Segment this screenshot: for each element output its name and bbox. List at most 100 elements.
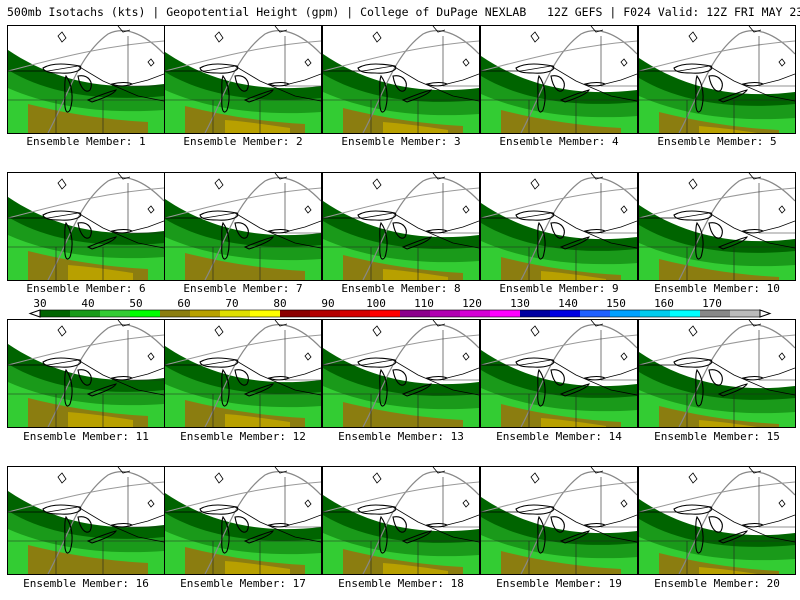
colorbar-segment [430,310,461,317]
ensemble-map-panel [7,319,165,428]
lake-ontario [741,229,765,234]
coastline [590,173,637,232]
lake-huron [77,516,92,533]
coastline [117,173,164,232]
coastline [274,320,321,379]
lake-huron [550,222,565,239]
lake-michigan [379,221,388,260]
colorbar-segment [130,310,161,317]
lake-huron [550,516,565,533]
ensemble-map-canvas [165,26,321,133]
ensemble-map-panel [322,25,480,134]
colorbar-segment [670,310,701,317]
lake-ontario [267,229,291,234]
wind-band-60kt [225,414,290,427]
lake-superior [515,504,555,515]
ensemble-map-canvas [165,320,321,427]
lake-michigan [221,368,230,407]
country-border [8,65,164,102]
lake-michigan [695,515,704,554]
lake-superior [673,357,713,368]
height-contour [362,324,479,427]
lake-huron [77,369,92,386]
colorbar-segment [520,310,551,317]
coastline [432,320,479,379]
ensemble-member-label: Ensemble Member: 6 [26,282,146,295]
ensemble-map-canvas [8,26,164,133]
country-border [165,506,321,543]
coastline [590,320,637,379]
height-contour [362,30,479,133]
height-contour [520,324,637,427]
colorbar-segment [490,310,521,317]
lake-huron [708,75,723,92]
colorbar-segment [70,310,101,317]
lake-michigan [64,221,73,260]
coastline [432,173,479,232]
lake-ontario [110,229,134,234]
country-border [639,65,795,102]
colorbar-tick-label: 150 [606,297,626,310]
wind-band-60kt [699,567,764,574]
height-contour [520,30,637,133]
lake-ontario [583,229,607,234]
state-border [8,477,164,574]
lake-erie [86,89,117,103]
height-contour [362,177,479,280]
colorbar-tick-label: 120 [462,297,482,310]
lake-michigan [64,368,73,407]
ensemble-map-panel [638,319,796,428]
state-border [165,477,321,574]
height-contour [47,177,164,280]
ensemble-map-panel [480,25,638,134]
colorbar-tick-label: 40 [81,297,94,310]
height-contour [8,481,164,513]
wind-band-60kt [383,563,448,574]
state-border [165,330,321,427]
height-contour [47,324,164,427]
lake-ontario [583,523,607,528]
lake-erie [401,236,432,250]
ensemble-map-canvas [639,173,795,280]
height-contour [639,481,795,513]
ensemble-map-canvas [481,26,637,133]
wind-speed-colorbar: 30 40 50 60 70 80 90 100 110 120 130 140 150 160 170 [28,297,772,318]
state-border [165,36,321,133]
ensemble-member-label: Ensemble Member: 11 [23,430,149,443]
height-contour [204,30,321,133]
lake-huron [392,369,407,386]
colorbar-tick-label: 80 [273,297,286,310]
ensemble-member-label: Ensemble Member: 10 [654,282,780,295]
height-contour [165,334,321,366]
ensemble-member-label: Ensemble Member: 15 [654,430,780,443]
lake-michigan [221,74,230,113]
lake-erie [401,530,432,544]
ensemble-member-label: Ensemble Member: 1 [26,135,146,148]
country-border [165,359,321,396]
coastline [590,26,637,85]
lake-ontario [741,523,765,528]
island-outline [214,31,312,67]
ensemble-map-canvas [639,26,795,133]
country-border [481,212,637,249]
ensemble-map-panel [638,466,796,575]
height-contour [165,187,321,219]
lake-erie [559,383,590,397]
colorbar-segment [40,310,71,317]
height-contour [8,334,164,366]
height-contour [204,324,321,427]
ensemble-member-label: Ensemble Member: 12 [180,430,306,443]
lake-erie [559,89,590,103]
ensemble-map-panel [480,172,638,281]
wind-band-60kt [68,265,133,280]
wind-band-55kt [28,104,148,133]
ensemble-member-label: Ensemble Member: 8 [341,282,461,295]
colorbar-right-arrow [759,309,772,318]
coastline [117,26,164,85]
lake-michigan [64,515,73,554]
lake-ontario [110,82,134,87]
country-border [8,506,164,543]
height-contour [639,334,795,366]
lake-ontario [741,82,765,87]
lake-huron [77,222,92,239]
